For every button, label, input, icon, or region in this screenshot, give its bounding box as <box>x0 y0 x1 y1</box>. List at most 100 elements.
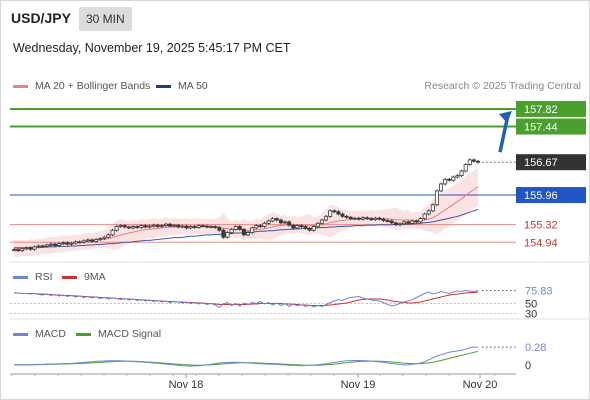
candle-body <box>98 238 103 240</box>
candle-body <box>319 219 324 224</box>
candle-body <box>81 240 86 243</box>
candle-body <box>377 217 382 220</box>
legend-macd-signal-label: MACD Signal <box>98 328 162 340</box>
candle-body <box>241 228 246 236</box>
candle-body <box>94 239 99 242</box>
candle-body <box>324 215 329 221</box>
legend-ma20: MA 20 + Bollinger Bands <box>13 80 150 92</box>
legend-ma50: MA 50 <box>156 80 208 92</box>
candle-body <box>85 239 90 242</box>
candle-body <box>414 220 419 223</box>
candle-body <box>352 217 357 220</box>
target-level-label: 157.82 <box>524 104 558 116</box>
candle-body <box>307 227 312 231</box>
candle-body <box>393 222 398 226</box>
candle-body <box>168 223 173 227</box>
candle-body <box>225 232 230 238</box>
ma50-swatch-icon <box>156 84 171 88</box>
candle-body <box>151 224 156 227</box>
candle-body <box>369 218 374 221</box>
candle-body <box>344 215 349 218</box>
current-price-badge <box>516 154 586 171</box>
rsi-line <box>13 289 479 309</box>
symbol-title: USD/JPY <box>11 10 71 26</box>
target-level-badge <box>516 100 586 117</box>
candle-body <box>200 225 205 228</box>
candle-body <box>118 225 123 228</box>
candle-body <box>57 243 62 246</box>
candle-body <box>73 241 78 244</box>
candle-body <box>299 225 304 228</box>
candle-body <box>40 245 45 248</box>
candle-body <box>163 223 168 226</box>
candle-body <box>311 226 316 231</box>
legend-ma20-label: MA 20 + Bollinger Bands <box>35 80 151 92</box>
candle-body <box>184 225 189 229</box>
candle-body <box>172 224 177 227</box>
candle-body <box>459 170 464 177</box>
candle-body <box>336 211 341 215</box>
candle-body <box>262 222 267 227</box>
candle-body <box>340 213 345 217</box>
candle-body <box>237 226 242 230</box>
rsi-ma-line <box>14 291 479 306</box>
candle-body <box>361 217 366 220</box>
candle-body <box>28 247 33 250</box>
candle-body <box>159 225 164 228</box>
candle-body <box>221 229 226 238</box>
candle-body <box>61 242 66 245</box>
candle-body <box>53 243 58 246</box>
candle-body <box>16 249 21 252</box>
rsi-swatch-icon <box>13 275 28 279</box>
candle-body <box>106 234 111 238</box>
x-tick-label: Nov 19 <box>341 379 376 391</box>
candle-body <box>188 226 193 229</box>
candle-body <box>381 218 386 221</box>
support-level-label: 155.96 <box>524 190 558 202</box>
rsi-tick-label: 50 <box>525 299 537 311</box>
candle-body <box>176 224 181 228</box>
candle-body <box>475 160 480 163</box>
candle-body <box>447 178 452 181</box>
candle-body <box>422 213 427 220</box>
rsi-tick-label: 30 <box>525 309 537 321</box>
candle-body <box>24 247 29 250</box>
candle-body <box>315 222 320 227</box>
candle-body <box>402 221 407 225</box>
legend-macd-signal: MACD Signal <box>76 328 161 340</box>
macd-tick-label: 0 <box>525 360 531 372</box>
candle-body <box>348 216 353 220</box>
candle-body <box>303 226 308 229</box>
x-tick-label: Nov 18 <box>169 379 204 391</box>
candle-body <box>69 242 74 245</box>
candle-body <box>439 183 444 192</box>
timeframe-badge[interactable]: 30 MIN <box>79 7 132 31</box>
legend-rsi-ma-label: 9MA <box>84 271 106 283</box>
candle-body <box>102 236 107 239</box>
candle-body <box>451 176 456 181</box>
candle-body <box>147 225 152 228</box>
candle-body <box>11 249 16 252</box>
candle-body <box>295 225 300 229</box>
candle-body <box>110 229 115 236</box>
candle-body <box>266 220 271 224</box>
candle-body <box>278 219 283 224</box>
candle-body <box>270 218 275 222</box>
candle-body <box>426 210 431 215</box>
candle-body <box>32 246 37 250</box>
candle-body <box>233 226 238 230</box>
candle-body <box>139 225 144 228</box>
candle-body <box>287 221 292 226</box>
candle-body <box>258 225 263 228</box>
candle-body <box>246 232 251 236</box>
candle-body <box>196 225 201 228</box>
candle-body <box>274 218 279 221</box>
credit-label: Research © 2025 Trading Central <box>424 80 581 92</box>
support-level-badge <box>516 187 586 204</box>
candle-body <box>430 204 435 212</box>
candle-body <box>209 226 214 228</box>
candle-body <box>434 190 439 206</box>
candle-body <box>36 245 41 248</box>
datetime-label: Wednesday, November 19, 2025 5:45:17 PM … <box>13 41 291 55</box>
